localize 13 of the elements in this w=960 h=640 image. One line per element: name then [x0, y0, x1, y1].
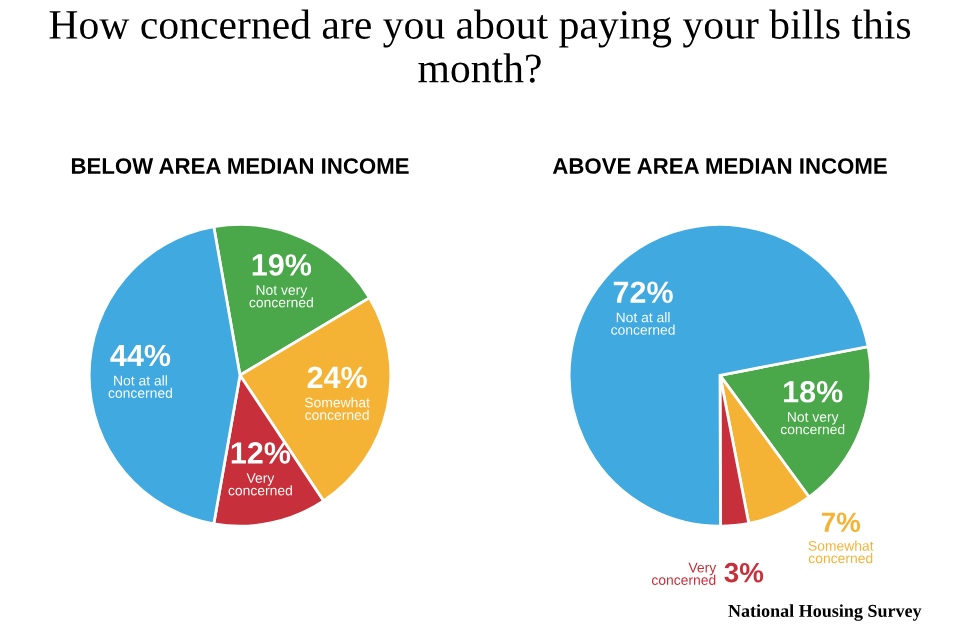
data-label: 72% [613, 281, 673, 303]
data-label: 24% [307, 366, 367, 389]
chart-title: ABOVE AREA MEDIAN INCOME [552, 158, 887, 174]
text: National Housing Survey [728, 604, 922, 621]
text: How concerned are you about paying your bills this month? [49, 9, 911, 83]
data-label: 7% [821, 512, 861, 533]
data-label: 12% [231, 442, 291, 464]
data-label: 44% [110, 344, 171, 367]
chart-title: BELOW AREA MEDIAN INCOME [71, 158, 409, 174]
pie-slice [567, 223, 870, 528]
data-label: 18% [784, 380, 843, 403]
data-label: 3% [724, 562, 764, 583]
data-label: 19% [252, 254, 312, 276]
